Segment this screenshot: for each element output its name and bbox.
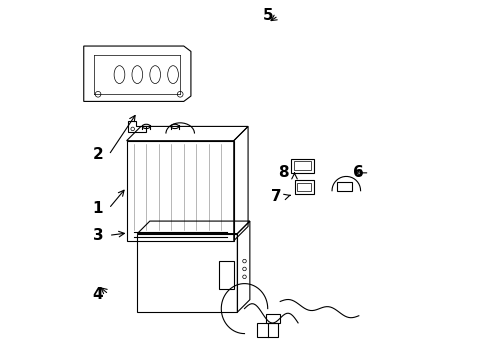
Bar [337, 182, 351, 191]
Bar [294, 180, 313, 194]
Bar [290, 158, 313, 173]
Text: 1: 1 [93, 201, 103, 216]
Bar [297, 183, 310, 192]
Bar [265, 314, 280, 323]
Text: 6: 6 [353, 165, 364, 180]
Text: 7: 7 [271, 189, 282, 203]
Bar [219, 261, 233, 289]
Bar [257, 323, 278, 337]
Text: 5: 5 [262, 8, 272, 23]
Bar [137, 234, 237, 312]
Text: 3: 3 [93, 228, 103, 243]
Text: 2: 2 [92, 148, 103, 162]
Text: 8: 8 [278, 165, 288, 180]
Text: 4: 4 [93, 287, 103, 302]
Bar [293, 161, 310, 170]
Bar [126, 141, 233, 241]
